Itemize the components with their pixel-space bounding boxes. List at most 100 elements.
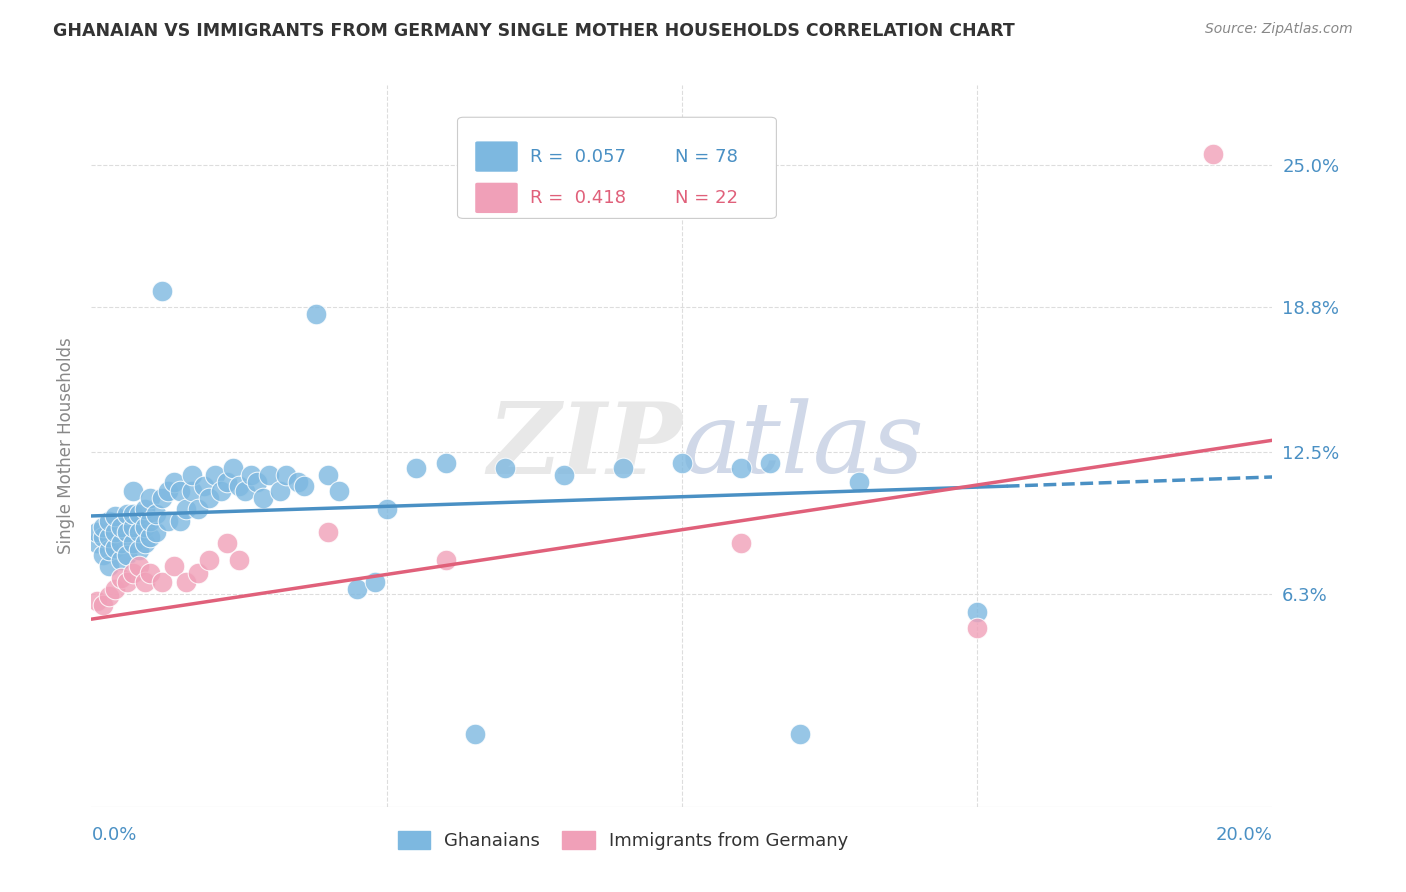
Point [128, 507, 150, 521]
Point [217, 475, 239, 489]
Point [169, 483, 191, 498]
Point [966, 621, 988, 635]
Point [169, 514, 191, 528]
Point [98, 530, 121, 544]
Point [187, 566, 209, 581]
Point [98, 543, 121, 558]
Point [316, 524, 339, 539]
Legend: Ghanaians, Immigrants from Germany: Ghanaians, Immigrants from Germany [398, 831, 848, 850]
Point [91, 520, 114, 534]
Point [163, 475, 186, 489]
Point [198, 491, 221, 505]
Point [86, 536, 108, 550]
Point [346, 582, 368, 597]
Point [494, 460, 516, 475]
Point [198, 552, 221, 566]
Point [405, 460, 427, 475]
Point [364, 575, 387, 590]
Point [671, 456, 693, 470]
Point [145, 507, 167, 521]
Point [246, 475, 269, 489]
Text: N = 22: N = 22 [675, 189, 738, 207]
Point [98, 559, 121, 574]
Point [121, 566, 143, 581]
Point [157, 483, 180, 498]
Text: ZIP: ZIP [486, 398, 682, 494]
Point [316, 467, 339, 482]
Point [115, 548, 138, 562]
Point [86, 594, 108, 608]
Point [204, 467, 226, 482]
Point [150, 575, 173, 590]
Point [150, 284, 173, 298]
Point [128, 543, 150, 558]
Point [121, 483, 143, 498]
Point [139, 566, 162, 581]
Point [134, 575, 156, 590]
Point [104, 524, 127, 539]
Text: 20.0%: 20.0% [1216, 826, 1272, 844]
Point [305, 307, 328, 321]
Point [110, 552, 132, 566]
Point [98, 514, 121, 528]
Point [110, 571, 132, 585]
Point [110, 536, 132, 550]
FancyBboxPatch shape [475, 142, 517, 172]
Point [174, 502, 197, 516]
Point [553, 467, 575, 482]
Point [292, 479, 315, 493]
Point [1202, 146, 1225, 161]
Point [287, 475, 309, 489]
Point [269, 483, 291, 498]
Point [110, 520, 132, 534]
Point [233, 483, 256, 498]
Point [257, 467, 280, 482]
Point [228, 552, 250, 566]
Point [848, 475, 870, 489]
Point [86, 524, 108, 539]
Point [145, 524, 167, 539]
Point [98, 589, 121, 603]
Point [128, 559, 150, 574]
Text: atlas: atlas [682, 399, 925, 493]
Point [252, 491, 274, 505]
Text: Source: ZipAtlas.com: Source: ZipAtlas.com [1205, 22, 1353, 37]
Point [239, 467, 262, 482]
Point [163, 559, 186, 574]
Point [789, 727, 811, 741]
Point [375, 502, 398, 516]
FancyBboxPatch shape [457, 117, 776, 219]
Point [193, 479, 215, 493]
Point [121, 507, 143, 521]
Point [434, 456, 457, 470]
Text: R =  0.418: R = 0.418 [530, 189, 626, 207]
Point [139, 530, 162, 544]
Point [121, 536, 143, 550]
Point [187, 502, 209, 516]
Text: R =  0.057: R = 0.057 [530, 147, 626, 166]
Point [121, 520, 143, 534]
Point [730, 460, 752, 475]
Point [222, 460, 245, 475]
Point [91, 599, 114, 613]
Point [228, 479, 250, 493]
Point [328, 483, 350, 498]
Point [104, 582, 127, 597]
Point [730, 536, 752, 550]
Point [180, 467, 202, 482]
Point [91, 530, 114, 544]
Point [612, 460, 634, 475]
Point [157, 514, 180, 528]
Point [174, 575, 197, 590]
Point [91, 548, 114, 562]
Point [759, 456, 782, 470]
Point [139, 491, 162, 505]
Point [104, 508, 127, 523]
Point [209, 483, 232, 498]
Point [434, 552, 457, 566]
Point [134, 502, 156, 516]
Text: 0.0%: 0.0% [91, 826, 136, 844]
Point [115, 507, 138, 521]
Point [134, 536, 156, 550]
Point [104, 541, 127, 555]
